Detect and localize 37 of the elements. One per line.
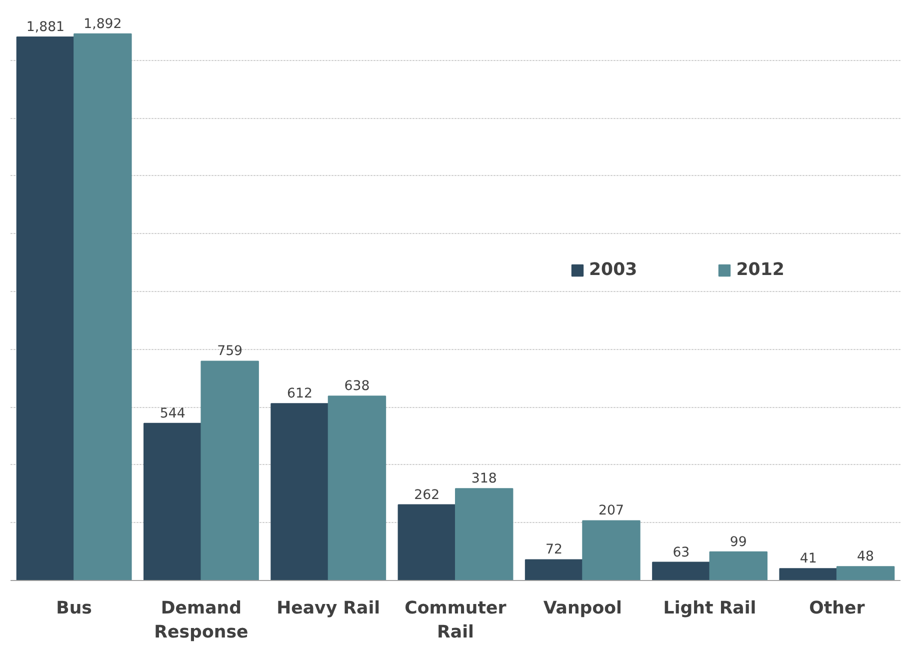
x-tick-label: Commuter Rail [404, 598, 507, 642]
x-tick-label: Vanpool [543, 598, 622, 618]
bar [270, 403, 329, 580]
data-label: 638 [344, 379, 370, 394]
legend-label: 2012 [736, 260, 784, 280]
bar [74, 33, 132, 580]
data-label: 612 [287, 386, 312, 402]
bar [779, 568, 838, 580]
bar [524, 559, 584, 580]
data-label: 207 [598, 504, 624, 519]
x-tick-label: Light Rail [663, 598, 756, 618]
bar [652, 562, 710, 580]
data-label: 63 [672, 545, 690, 560]
data-label: 544 [160, 406, 186, 422]
bar [455, 488, 514, 580]
data-label: 318 [471, 472, 497, 487]
data-label: 262 [414, 488, 440, 503]
x-tick-label: Other [809, 598, 866, 618]
legend-label: 2003 [589, 260, 638, 280]
x-tick-label: Demand Response [154, 598, 248, 642]
data-label: 72 [546, 542, 563, 558]
bar [836, 566, 895, 580]
bar [16, 36, 75, 580]
data-label: 1,892 [84, 16, 122, 32]
bar [328, 396, 386, 580]
data-label: 99 [730, 534, 747, 550]
data-label: 1,881 [26, 20, 65, 36]
bar [398, 504, 456, 580]
bar [582, 520, 640, 580]
x-tick-label: Heavy Rail [276, 598, 380, 618]
data-label: 48 [857, 550, 874, 565]
bar [144, 422, 202, 580]
x-tick-label: Bus [56, 598, 92, 618]
bar [200, 360, 259, 580]
data-label: 759 [217, 344, 243, 360]
bar [709, 551, 768, 580]
data-label: 41 [800, 552, 817, 567]
